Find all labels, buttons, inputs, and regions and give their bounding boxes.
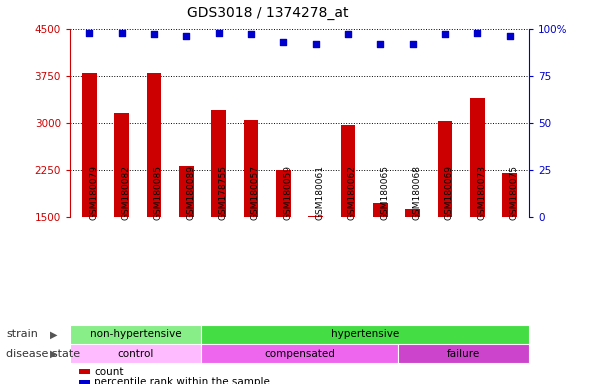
Point [375,41,385,47]
Text: GSM180089: GSM180089 [186,165,195,220]
Bar [340,126,355,311]
Text: GDS3018 / 1374278_at: GDS3018 / 1374278_at [187,6,348,20]
Text: GSM180085: GSM180085 [154,165,163,220]
Text: ▶: ▶ [50,349,58,359]
Bar [212,110,226,311]
Text: GSM180065: GSM180065 [380,165,389,220]
Bar [502,173,517,311]
Bar [373,203,387,311]
Bar [470,98,485,311]
Text: GSM180075: GSM180075 [510,165,519,220]
Text: GSM180073: GSM180073 [477,165,486,220]
Text: GSM178755: GSM178755 [219,165,227,220]
Text: GSM180062: GSM180062 [348,165,357,220]
Bar [179,166,193,311]
Bar [114,114,129,311]
Bar [82,73,97,311]
Bar [201,325,529,344]
Bar [438,121,452,311]
Bar [244,120,258,311]
Point [505,33,514,40]
Text: compensated: compensated [264,349,335,359]
Bar [147,73,161,311]
Point [246,31,256,38]
Point [85,30,94,36]
Point [440,31,450,38]
Text: GSM180069: GSM180069 [445,165,454,220]
Text: GSM180059: GSM180059 [283,165,292,220]
Point [343,31,353,38]
Text: GSM180082: GSM180082 [122,165,131,220]
Text: GSM180079: GSM180079 [89,165,98,220]
Point [117,30,126,36]
Point [472,30,482,36]
Text: GSM180061: GSM180061 [316,165,325,220]
Text: control: control [117,349,154,359]
Text: count: count [94,367,124,377]
Bar [398,344,529,363]
Bar [308,216,323,311]
Text: GSM180068: GSM180068 [413,165,421,220]
Point [214,30,224,36]
Text: ▶: ▶ [50,329,58,339]
Text: percentile rank within the sample: percentile rank within the sample [94,377,270,384]
Text: non-hypertensive: non-hypertensive [90,329,181,339]
Text: disease state: disease state [6,349,80,359]
Bar [276,170,291,311]
Bar [201,344,398,363]
Text: hypertensive: hypertensive [331,329,399,339]
Bar [70,344,201,363]
Point [311,41,320,47]
Bar [406,209,420,311]
Text: GSM180057: GSM180057 [251,165,260,220]
Point [278,39,288,45]
Text: strain: strain [6,329,38,339]
Point [181,33,191,40]
Text: failure: failure [447,349,480,359]
Bar [70,325,201,344]
Point [408,41,418,47]
Point [149,31,159,38]
